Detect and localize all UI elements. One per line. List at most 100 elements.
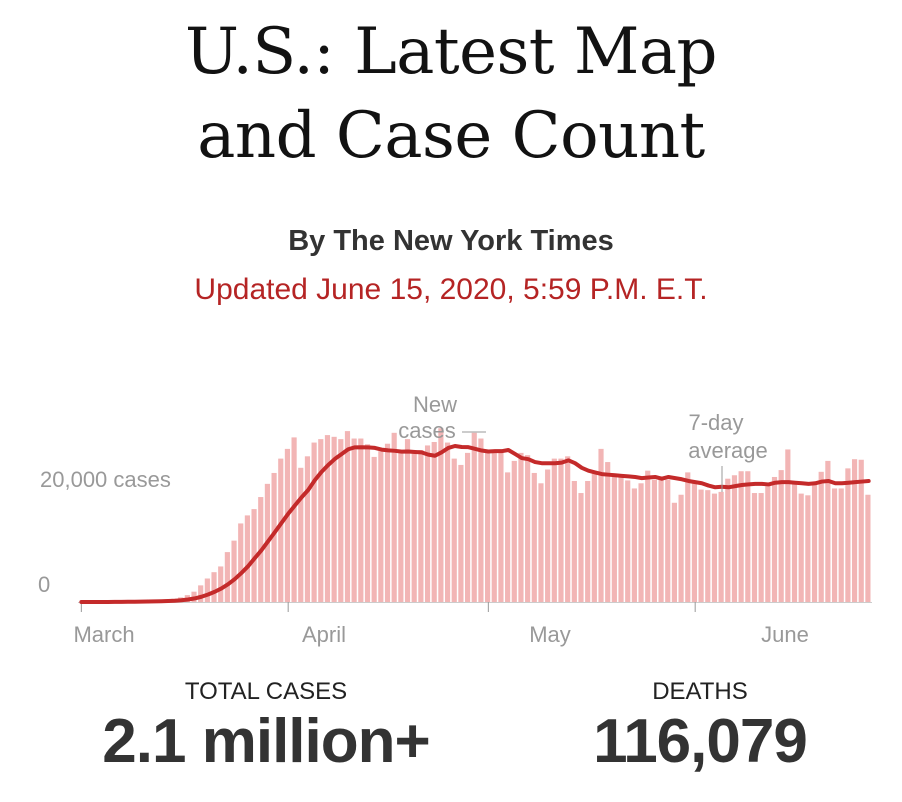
bar	[211, 572, 217, 602]
bar	[658, 476, 664, 602]
bar	[244, 515, 250, 602]
byline: By The New York Times	[288, 225, 614, 257]
bar	[825, 460, 831, 602]
bar	[605, 462, 611, 602]
bar	[358, 438, 364, 602]
bar	[578, 493, 584, 602]
bar	[585, 480, 591, 602]
bar	[438, 428, 444, 602]
bar	[818, 471, 824, 602]
bar	[411, 451, 417, 602]
bar	[651, 479, 657, 602]
bar	[318, 439, 324, 602]
bar	[865, 494, 871, 602]
bar	[778, 470, 784, 602]
bar	[311, 442, 317, 602]
annotation-new-label: New	[413, 392, 457, 417]
seven-day-average-line	[79, 444, 871, 604]
bar	[545, 469, 551, 602]
bar	[444, 442, 451, 602]
bar	[338, 439, 344, 602]
bar	[798, 493, 804, 602]
bar	[558, 458, 564, 602]
bar	[638, 483, 644, 602]
title-line-2: and Case Count	[197, 99, 705, 173]
bar	[391, 432, 397, 602]
bar	[384, 443, 391, 602]
total-cases-value: 2.1 million+	[102, 707, 430, 776]
deaths-value: 116,079	[593, 707, 808, 776]
bar	[631, 488, 637, 602]
bar	[304, 456, 311, 602]
bar	[551, 458, 557, 602]
bar	[705, 490, 711, 602]
bar	[831, 488, 838, 602]
bar	[491, 450, 497, 602]
bar	[531, 472, 537, 602]
bar	[785, 449, 791, 602]
bar	[685, 472, 691, 602]
bar	[364, 444, 371, 602]
annotation-cases-label: cases	[398, 418, 455, 443]
bar	[691, 483, 698, 602]
bar	[398, 452, 404, 602]
bar	[331, 436, 337, 602]
bar	[238, 523, 244, 602]
deaths-label: DEATHS	[652, 678, 748, 705]
annotation-average-label: average	[688, 438, 768, 463]
bar	[371, 456, 377, 602]
bar	[291, 437, 297, 602]
bar	[838, 488, 844, 602]
bar	[378, 451, 384, 602]
bar	[351, 438, 357, 602]
bar	[858, 459, 864, 602]
bar	[485, 452, 491, 602]
bar	[424, 445, 431, 602]
bar	[498, 452, 504, 602]
bar	[751, 493, 758, 602]
bar	[771, 476, 778, 602]
bar	[731, 475, 738, 602]
bar	[671, 502, 677, 602]
bar	[278, 458, 284, 602]
bar	[538, 483, 544, 602]
bar	[805, 495, 811, 602]
bar	[218, 566, 224, 602]
bar	[565, 456, 571, 602]
title-line-1: U.S.: Latest Map	[184, 15, 718, 89]
bar	[324, 435, 331, 602]
bar	[791, 483, 798, 602]
bar	[758, 493, 764, 602]
x-tick-label-march: March	[73, 622, 134, 647]
bar	[231, 540, 237, 602]
bar	[511, 460, 517, 602]
bar	[418, 450, 424, 602]
new-cases-chart: 20,000 cases 0 New cases 7-day average M…	[38, 392, 872, 647]
bar	[471, 432, 477, 602]
y-tick-label-0: 0	[38, 572, 50, 597]
bar	[645, 470, 651, 602]
total-cases-label: TOTAL CASES	[184, 678, 348, 705]
bar	[298, 467, 304, 602]
bar	[711, 493, 718, 602]
bar-series	[91, 428, 871, 602]
bar	[251, 509, 257, 602]
bar	[505, 472, 511, 602]
x-axis-ticks	[80, 602, 696, 612]
bar	[451, 458, 457, 602]
x-tick-label-may: May	[529, 622, 571, 647]
bar	[198, 585, 204, 602]
bar	[845, 468, 851, 602]
bar	[458, 464, 464, 602]
updated-timestamp: Updated June 15, 2020, 5:59 P.M. E.T.	[194, 273, 708, 306]
bar	[725, 478, 731, 602]
bar	[745, 471, 751, 602]
bar	[431, 441, 437, 602]
bar	[284, 448, 291, 602]
bar	[625, 480, 631, 602]
bar	[698, 489, 704, 602]
bar	[404, 439, 411, 602]
bar	[271, 472, 277, 602]
bar	[678, 494, 684, 602]
bar	[811, 483, 818, 602]
